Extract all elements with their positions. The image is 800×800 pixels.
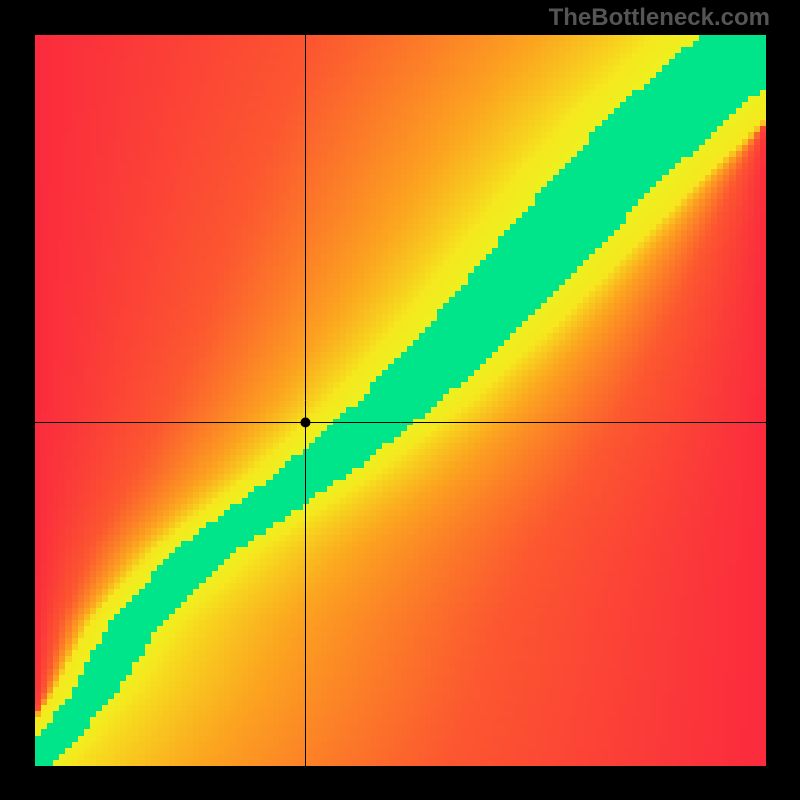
chart-container: TheBottleneck.com: [0, 0, 800, 800]
attribution-text: TheBottleneck.com: [549, 4, 770, 32]
bottleneck-heatmap: [35, 35, 766, 766]
